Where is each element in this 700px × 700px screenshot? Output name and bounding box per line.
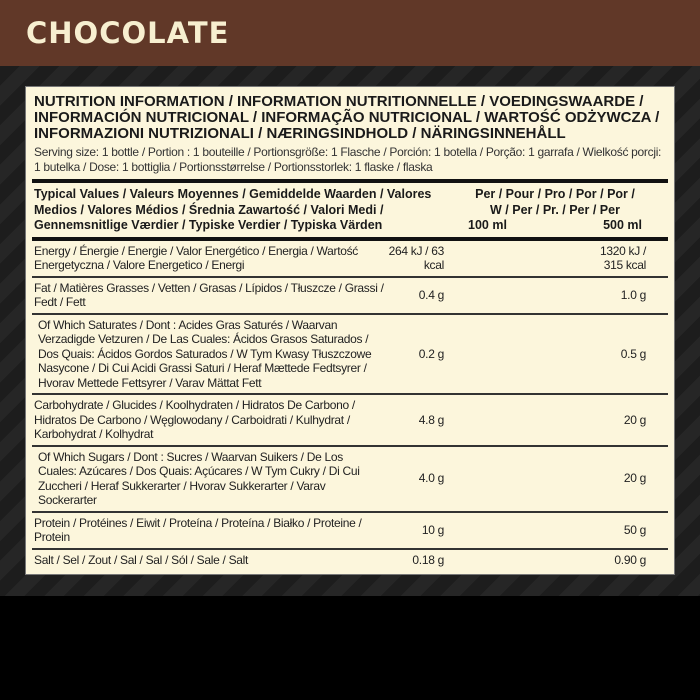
serving-size: Serving size: 1 bottle / Portion : 1 bou… — [32, 145, 668, 183]
column-header-units: 100 ml 500 ml — [460, 218, 650, 234]
flavor-title: CHOCOLATE — [26, 16, 230, 50]
row-label: Of Which Saturates / Dont : Acides Gras … — [38, 317, 372, 390]
value-100ml: 4.8 g — [418, 412, 445, 427]
table-row-salt: Salt / Sel / Zout / Sal / Sal / Sól / Sa… — [32, 550, 668, 571]
value-100ml: 10 g — [421, 522, 444, 537]
row-label: Fat / Matières Grasses / Vetten / Grasas… — [34, 280, 384, 310]
nutrition-table: Energy / Énergie / Energie / Valor Energ… — [32, 241, 668, 571]
value-500ml: 1.0 g — [620, 287, 647, 302]
value-100ml: 264 kJ / 63 kcal — [388, 243, 445, 273]
column-header-per: Per / Pour / Pro / Por / Por / W / Per /… — [475, 187, 635, 217]
column-header-500ml: 500 ml — [603, 218, 642, 232]
value-500ml: 20 g — [623, 412, 646, 427]
column-header-row: Typical Values / Valeurs Moyennes / Gemi… — [32, 183, 668, 241]
value-100ml: 0.18 g — [412, 552, 444, 567]
value-500ml: 0.90 g — [614, 552, 646, 567]
row-label: Carbohydrate / Glucides / Koolhydraten /… — [34, 398, 355, 441]
value-500ml: 50 g — [623, 522, 646, 537]
value-500ml: 1320 kJ / 315 kcal — [600, 243, 646, 273]
table-row-protein: Protein / Protéines / Eiwit / Proteína /… — [32, 513, 668, 550]
table-row-saturates: Of Which Saturates / Dont : Acides Gras … — [32, 315, 668, 395]
table-row-sugars: Of Which Sugars / Dont : Sucres / Waarva… — [32, 447, 668, 513]
row-label: Salt / Sel / Zout / Sal / Sal / Sól / Sa… — [34, 552, 249, 567]
value-100ml: 0.2 g — [418, 346, 445, 361]
value-500ml: 0.5 g — [620, 346, 647, 361]
table-row-carbohydrate: Carbohydrate / Glucides / Koolhydraten /… — [32, 395, 668, 447]
panel-title: NUTRITION INFORMATION / INFORMATION NUTR… — [34, 93, 660, 142]
nutrition-panel: NUTRITION INFORMATION / INFORMATION NUTR… — [25, 86, 675, 575]
column-header-100ml: 100 ml — [468, 218, 507, 232]
table-row-energy: Energy / Énergie / Energie / Valor Energ… — [32, 241, 668, 278]
value-100ml: 4.0 g — [418, 471, 445, 486]
table-row-fat: Fat / Matières Grasses / Vetten / Grasas… — [32, 278, 668, 315]
column-header-per-block: Per / Pour / Pro / Por / Por / W / Per /… — [444, 187, 666, 234]
row-label: Of Which Sugars / Dont : Sucres / Waarva… — [38, 449, 360, 508]
column-header-typical: Typical Values / Valeurs Moyennes / Gemi… — [34, 187, 432, 232]
header-bar: CHOCOLATE — [0, 0, 700, 66]
value-100ml: 0.4 g — [418, 287, 445, 302]
row-label: Protein / Protéines / Eiwit / Proteína /… — [34, 515, 362, 545]
value-500ml: 20 g — [623, 471, 646, 486]
row-label: Energy / Énergie / Energie / Valor Energ… — [34, 243, 359, 273]
